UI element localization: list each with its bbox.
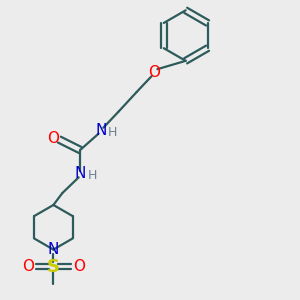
Text: O: O: [47, 130, 59, 146]
Text: N: N: [74, 166, 86, 181]
Text: O: O: [148, 65, 160, 80]
Text: S: S: [47, 257, 60, 275]
Text: H: H: [108, 126, 118, 139]
Text: H: H: [87, 169, 97, 182]
Text: O: O: [22, 259, 34, 274]
Text: N: N: [95, 123, 106, 138]
Text: N: N: [48, 242, 59, 257]
Text: O: O: [73, 259, 85, 274]
